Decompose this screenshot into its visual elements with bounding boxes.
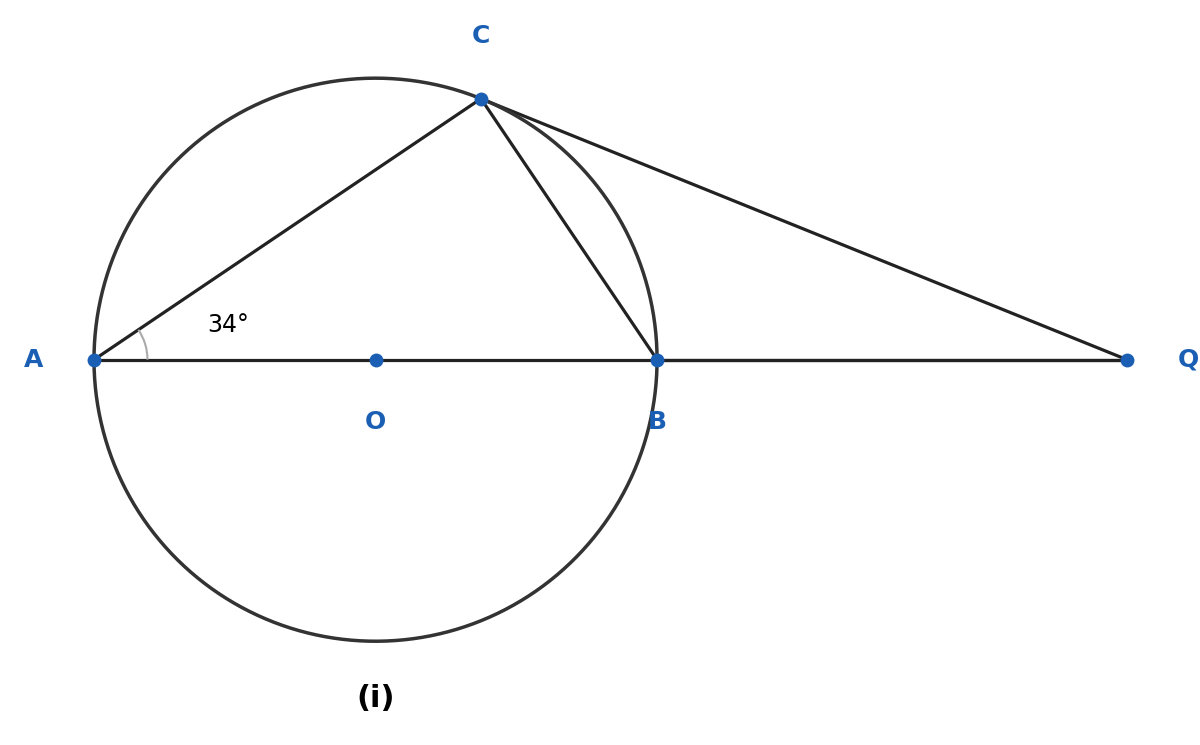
Text: 34°: 34° (208, 313, 248, 337)
Text: B: B (648, 410, 666, 434)
Text: A: A (24, 348, 43, 372)
Text: C: C (472, 24, 490, 48)
Text: O: O (365, 410, 386, 434)
Text: (i): (i) (356, 685, 395, 713)
Text: Q: Q (1177, 348, 1199, 372)
